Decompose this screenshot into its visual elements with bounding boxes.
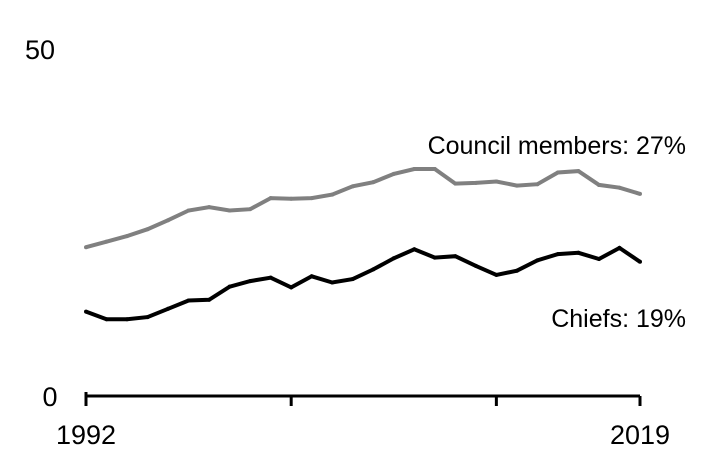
data-point (391, 256, 396, 261)
data-point (125, 317, 130, 322)
data-point (596, 256, 601, 261)
data-point (84, 245, 88, 250)
data-point (166, 306, 171, 311)
data-point (432, 255, 437, 260)
data-point (289, 196, 294, 201)
data-point (432, 167, 437, 172)
data-point (596, 182, 601, 187)
axes (84, 392, 642, 406)
data-point (391, 171, 396, 176)
data-point (309, 274, 314, 279)
data-point (350, 184, 355, 189)
data-point (617, 245, 622, 250)
series-label-chiefs: Chiefs: 19% (551, 305, 686, 333)
data-point (514, 268, 519, 273)
y-tick-label-min: 0 (42, 382, 57, 412)
data-point (207, 205, 212, 210)
y-tick-label-max: 50 (25, 35, 55, 65)
data-point (84, 309, 88, 314)
data-point (350, 277, 355, 282)
data-point (535, 258, 540, 263)
data-point (617, 185, 622, 190)
data-point (371, 267, 376, 272)
data-point (371, 180, 376, 185)
data-point (289, 285, 294, 290)
data-point (268, 196, 273, 201)
data-point (268, 275, 273, 280)
data-point (535, 182, 540, 187)
data-point (227, 284, 232, 289)
series-line-chiefs (85, 245, 642, 322)
data-point (145, 315, 150, 320)
data-point (104, 317, 109, 322)
data-point (207, 297, 212, 302)
data-point (248, 207, 253, 212)
data-point (330, 280, 335, 285)
data-point (248, 279, 253, 284)
data-point (473, 180, 478, 185)
data-point (412, 247, 417, 252)
data-point (576, 169, 581, 174)
series-line-council-members (85, 167, 641, 250)
data-point (104, 239, 109, 244)
data-point (125, 234, 130, 239)
data-point (227, 208, 232, 213)
data-point (638, 259, 642, 264)
x-tick-label-start: 1992 (56, 420, 116, 450)
data-point (330, 192, 335, 197)
data-point (473, 263, 478, 268)
data-point (453, 181, 458, 186)
x-tick-label-end: 2019 (610, 420, 670, 450)
x-axis-ticks (84, 396, 642, 406)
data-point (412, 167, 417, 172)
data-point (145, 227, 150, 232)
data-point (555, 252, 560, 257)
data-point (494, 179, 499, 184)
data-point (166, 218, 171, 223)
data-point (555, 170, 560, 175)
data-point (494, 272, 499, 277)
data-point (514, 183, 519, 188)
series-layer (84, 167, 642, 322)
data-point (638, 191, 642, 196)
data-point (309, 196, 314, 201)
data-point (576, 250, 581, 255)
data-point (186, 208, 191, 213)
data-point (453, 254, 458, 259)
data-point (186, 298, 191, 303)
series-label-council-members: Council members: 27% (428, 132, 686, 160)
